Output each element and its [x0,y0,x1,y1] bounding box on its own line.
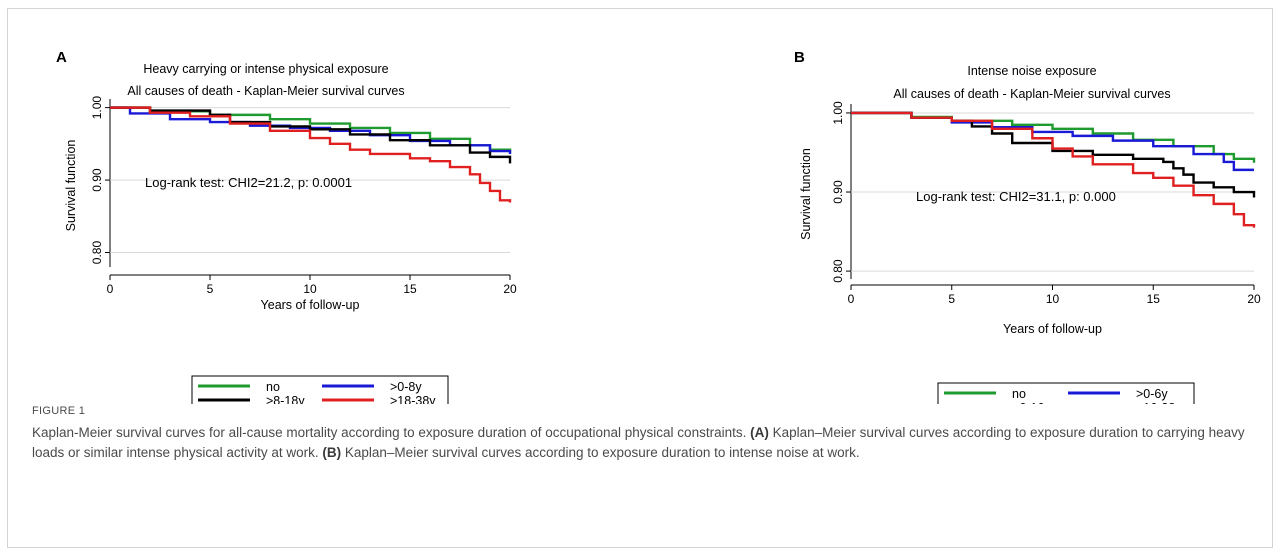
x-tick-label-a: 15 [403,282,417,296]
y-tick-label-b: 0.90 [831,180,845,204]
figure-frame: A Heavy carrying or intense physical expo… [7,8,1273,548]
figure-label: FIGURE 1 [32,405,86,417]
chart-subtitle-b: All causes of death - Kaplan-Meier survi… [893,87,1170,101]
y-tick-label-b: 0.80 [831,259,845,283]
caption-intro: Kaplan-Meier survival curves for all-cau… [32,425,747,440]
figure-caption: Kaplan-Meier survival curves for all-cau… [32,423,1247,463]
chart-subtitle-a: All causes of death - Kaplan-Meier survi… [127,84,404,98]
x-tick-label-a: 5 [207,282,214,296]
logrank-annotation-a: Log-rank test: CHI2=21.2, p: 0.0001 [145,175,352,190]
series-line-b [851,111,1256,228]
caption-a-tag: (A) [750,425,769,440]
chart-a: A Heavy carrying or intense physical expo… [56,49,517,411]
chart-b: B Intense noise exposure All causes of dea… [794,49,1261,418]
logrank-annotation-b: Log-rank test: CHI2=31.1, p: 0.000 [916,189,1116,204]
panel-b: B Intense noise exposure All causes of dea… [768,9,1268,439]
legend-label-b: >16-38y [1136,401,1182,404]
y-tick-label-a: 1.00 [90,96,104,120]
legend-label-a: >0-8y [390,380,422,394]
x-tick-label-a: 0 [107,282,114,296]
x-tick-label-b: 10 [1046,292,1060,306]
x-tick-label-b: 20 [1247,292,1261,306]
caption-a-text: Kaplan–Meier survival curves according t… [32,425,1245,460]
chart-title-b: Intense noise exposure [967,64,1096,78]
x-tick-label-b: 15 [1147,292,1161,306]
legend-label-a: >18-38y [390,394,436,404]
panel-label-a: A [56,49,67,66]
series-line-a [110,106,512,203]
legend-label-b: >6-16y [1012,401,1051,404]
x-tick-label-a: 20 [503,282,517,296]
chart-title-a: Heavy carrying or intense physical expos… [143,62,388,76]
x-tick-label-b: 5 [948,292,955,306]
x-axis-label-a: Years of follow-up [261,298,360,312]
y-tick-label-a: 0.80 [90,241,104,265]
legend-label-a: >8-18y [266,394,305,404]
y-tick-label-a: 0.90 [90,168,104,192]
panel-a: A Heavy carrying or intense physical expo… [8,9,648,439]
legend-label-b: no [1012,387,1026,401]
x-tick-label-a: 10 [303,282,317,296]
y-axis-label-b: Survival function [799,148,813,240]
panel-label-b: B [794,49,805,66]
y-axis-label-a: Survival function [64,140,78,232]
caption-b-text: Kaplan–Meier survival curves according t… [344,445,860,460]
caption-b-tag: (B) [322,445,342,460]
y-tick-label-b: 1.00 [831,101,845,125]
legend-label-a: no [266,380,280,394]
x-tick-label-b: 0 [848,292,855,306]
legend-label-b: >0-6y [1136,387,1168,401]
series-line-a [110,106,512,164]
x-axis-label-b: Years of follow-up [1003,322,1102,336]
